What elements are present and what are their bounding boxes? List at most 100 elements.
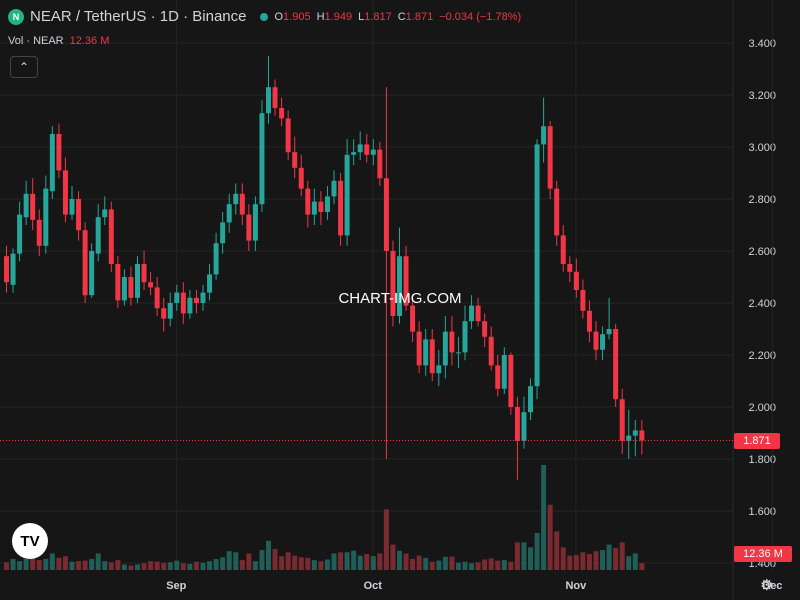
candle-body [239, 193, 245, 215]
volume-bar [279, 556, 285, 570]
volume-bar [613, 547, 619, 570]
volume-bar [115, 560, 121, 570]
close-label: C [397, 10, 406, 23]
candle-body [305, 188, 311, 215]
volume-bar [469, 563, 475, 570]
candle-body [429, 339, 435, 374]
candle-body [266, 87, 271, 114]
volume-bar [482, 559, 488, 570]
volume-bar [560, 547, 566, 570]
candle-body [135, 264, 140, 298]
volume-bar [449, 556, 455, 570]
chevron-up-icon: ⌃ [18, 60, 30, 74]
candle-body [410, 305, 416, 332]
candle-body [154, 287, 160, 309]
volume-bar [292, 555, 298, 570]
candle-body [121, 277, 127, 301]
volume-bar [331, 553, 337, 570]
y-tick-label: 2.400 [748, 298, 776, 310]
candle-body [324, 196, 330, 212]
volume-bar [36, 560, 42, 570]
volume-bar [135, 564, 140, 570]
volume-value: 12.36 M [69, 35, 110, 47]
volume-bar [246, 553, 252, 570]
volume-bar [528, 547, 533, 570]
gear-icon[interactable]: ⚙ [760, 577, 774, 594]
candle-body [298, 167, 304, 189]
volume-bar [324, 559, 330, 570]
candle-body [600, 334, 606, 350]
volume-bar [600, 550, 606, 570]
open-value: 1.905 [283, 10, 311, 23]
volume-bar [573, 555, 579, 570]
volume-bar [626, 556, 632, 570]
close-value: 1.871 [405, 10, 434, 23]
candle-body [528, 386, 533, 413]
last-price-label: 1.871 [734, 433, 780, 449]
y-tick-label: 3.200 [748, 90, 776, 102]
candle-body [36, 219, 42, 246]
candle-body [174, 292, 180, 303]
volume-bar [547, 504, 553, 570]
volume-bar [318, 561, 324, 570]
candle-body [377, 149, 383, 179]
candle-body [95, 217, 101, 254]
candle-body [141, 264, 147, 283]
volume-bar [397, 550, 402, 570]
candle-body [252, 204, 258, 241]
candle-body [207, 274, 213, 293]
candle-body [128, 277, 134, 298]
candle-body [272, 87, 278, 108]
candle-body [455, 352, 461, 354]
candle-body [534, 144, 540, 387]
candle-body [193, 297, 199, 303]
candle-body [246, 214, 252, 241]
candle-body [449, 331, 455, 353]
volume-bar [154, 561, 160, 570]
candle-body [318, 201, 324, 212]
candle-body [397, 256, 402, 316]
candle-body [573, 271, 579, 290]
tradingview-logo-icon[interactable]: TV [12, 523, 48, 559]
volume-bar [567, 555, 573, 570]
candle-body [30, 193, 36, 220]
candle-body [338, 180, 344, 236]
candle-body [213, 243, 219, 275]
volume-bar [554, 531, 560, 570]
volume-bar [23, 558, 29, 570]
volume-bar [436, 560, 442, 570]
candle-body [167, 303, 173, 319]
watermark: CHART-IMG.COM [338, 290, 462, 307]
volume-bar [475, 562, 481, 570]
candle-body [390, 251, 396, 316]
volume-bar [285, 552, 291, 570]
symbol-title[interactable]: NEAR / TetherUS · 1D · Binance [30, 8, 247, 25]
candle-body [102, 209, 108, 218]
volume-bar [429, 561, 435, 570]
candle-body [567, 264, 573, 272]
candle-body [220, 222, 226, 244]
candle-body [423, 339, 429, 366]
x-tick-label: Oct [364, 580, 383, 592]
candle-body [115, 264, 121, 301]
candle-body [560, 235, 566, 264]
high-label: H [316, 10, 325, 23]
volume-bar [514, 542, 520, 570]
candle-body [279, 108, 285, 119]
volume-bar [82, 560, 88, 570]
volume-bar [586, 553, 592, 570]
volume-bar [410, 558, 416, 570]
candle-body [416, 331, 422, 366]
candle-body [233, 193, 239, 205]
collapse-legend-button[interactable]: ⌃ [10, 56, 38, 78]
candle-body [226, 204, 232, 223]
candle-body [180, 292, 186, 314]
candle-body [613, 329, 619, 400]
high-value: 1.949 [324, 10, 353, 23]
volume-bar [180, 563, 186, 570]
volume-bar [108, 562, 114, 570]
volume-bar [161, 562, 167, 570]
x-tick-label: Dec [762, 580, 782, 592]
y-tick-label: 2.600 [748, 246, 776, 258]
